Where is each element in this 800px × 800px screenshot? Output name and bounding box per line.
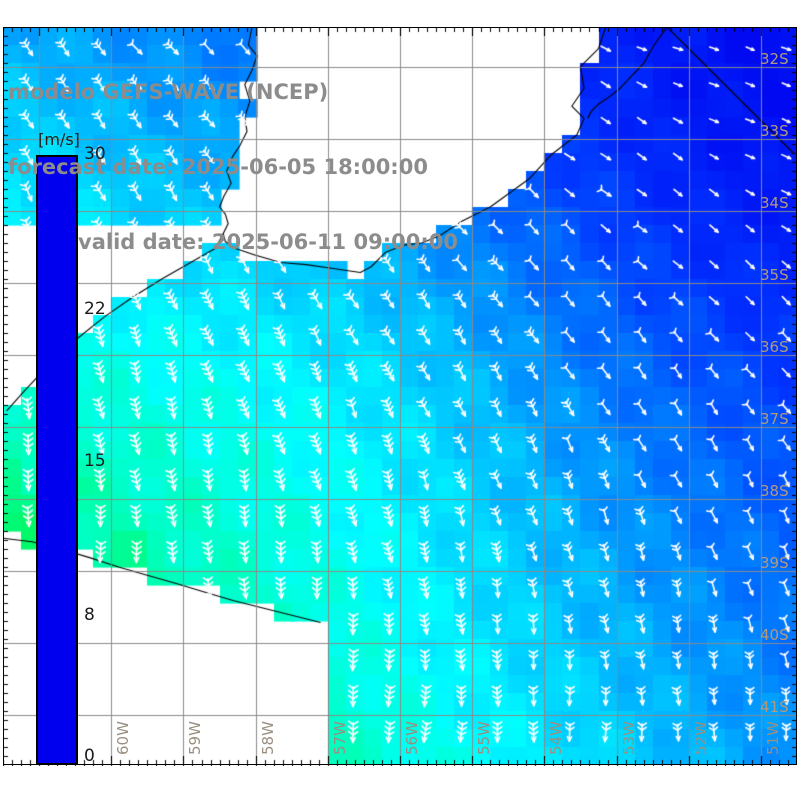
- colorbar-tick-15: 15: [84, 451, 106, 471]
- colorbar-tick-0: 0: [84, 746, 95, 766]
- colorbar-tick-8: 8: [84, 605, 95, 625]
- axis-ticks-right: [788, 27, 797, 765]
- colorbar-unit-label: [m/s]: [38, 130, 80, 149]
- colorbar-gradient: [38, 157, 76, 763]
- axis-ticks-top: [3, 27, 797, 36]
- axis-ticks-bottom: [3, 756, 797, 766]
- wind-barb-arrow-layer: [3, 27, 797, 765]
- axis-ticks-left: [3, 27, 12, 765]
- colorbar-tick-22: 22: [84, 299, 106, 319]
- colorbar-tick-30: 30: [84, 144, 106, 164]
- colorbar[interactable]: [36, 155, 78, 765]
- map-plot-area[interactable]: [3, 27, 797, 765]
